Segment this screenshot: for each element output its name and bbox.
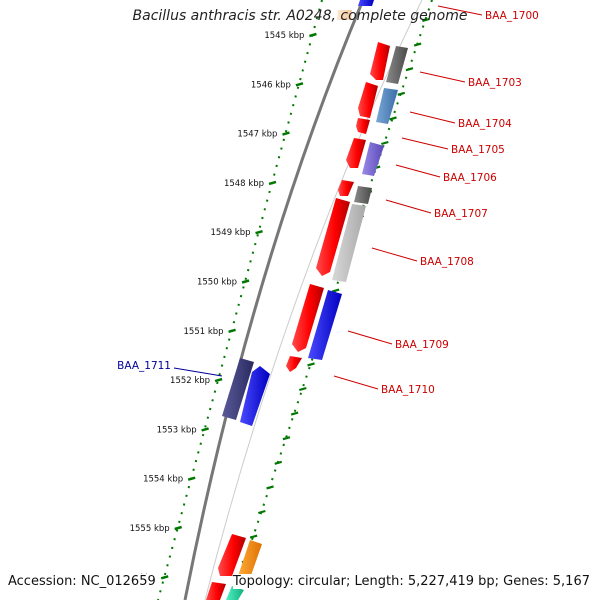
kbp-tick-label: 1547 kbp [237,130,277,140]
gene-leader-line [419,71,466,83]
gene-feature-red [346,138,366,168]
kbp-tick [241,279,250,284]
gene-feature-purple [362,142,384,176]
minor-tick [381,140,389,146]
gene-label-baa-1706[interactable]: BAA_1706 [443,172,497,184]
backbone-circle [183,0,365,600]
kbp-tick-label: 1554 kbp [143,475,183,485]
gene-feature-red-small [338,180,354,196]
gene-leader-line [371,247,418,262]
gene-label-baa-1711[interactable]: BAA_1711 [117,360,171,372]
kbp-tick-label: 1555 kbp [130,524,170,534]
kbp-tick-label: 1551 kbp [184,327,224,337]
backbone-outer-line [204,0,423,600]
kbp-tick [282,131,290,136]
gene-label-baa-1709[interactable]: BAA_1709 [395,339,449,351]
topology-text: Topology: circular; Length: 5,227,419 bp… [232,574,590,589]
minor-tick [422,17,430,23]
kbp-tick [295,82,304,87]
gene-feature-orange [236,540,262,584]
kbp-tick-label: 1553 kbp [157,425,197,435]
gene-leader-line [437,5,483,16]
gene-leader-line [173,367,223,377]
gene-feature-blue-long [308,290,342,360]
kbp-tick [255,229,263,235]
kbp-tick-label: 1550 kbp [197,278,237,288]
inner-dotted-guide [157,0,323,600]
gene-feature-red [370,42,390,80]
gene-feature-red-long [292,284,324,352]
kbp-tick-label: 1548 kbp [224,179,264,189]
minor-tick [405,67,414,72]
minor-tick [299,386,307,392]
gene-feature-gray [354,186,372,204]
kbp-tick [214,377,223,383]
minor-tick [266,485,274,490]
kbp-tick-label: 1552 kbp [170,376,210,386]
kbp-tick [268,180,277,186]
gene-feature-red-long [316,198,350,276]
kbp-tick [187,476,196,481]
gene-feature-navy [222,358,254,420]
minor-tick [249,534,258,539]
gene-label-baa-1708[interactable]: BAA_1708 [420,256,474,268]
kbp-tick-label: 1545 kbp [264,31,304,41]
gene-feature-blue-reverse [240,366,270,426]
kbp-tick-label: 1549 kbp [210,228,250,238]
gene-leader-line [333,375,379,390]
gene-label-baa-1707[interactable]: BAA_1707 [434,208,488,220]
minor-tick [258,509,266,515]
minor-tick [397,91,406,96]
kbp-tick [201,427,209,432]
gene-feature-red [358,82,378,118]
gene-leader-line [385,199,432,214]
gene-feature-gray [386,46,408,84]
gene-leader-line [409,111,456,124]
kbp-tick [160,575,169,580]
gene-feature-teal [226,586,244,600]
gene-feature-red [218,534,246,576]
gene-feature-red-small [356,118,370,134]
minor-tick [290,411,299,416]
gene-feature-lightgray-long [332,204,366,282]
kbp-tick [309,32,317,38]
gene-features[interactable] [206,0,408,600]
map-title: Bacillus anthracis str. A0248, complete … [132,8,468,24]
minor-tick [282,436,291,441]
gene-leader-line [395,164,441,178]
gene-label-baa-1703[interactable]: BAA_1703 [468,77,522,89]
minor-tick [413,42,422,47]
gene-label-baa-1710[interactable]: BAA_1710 [381,384,435,396]
minor-tick [307,362,315,367]
kbp-tick [228,328,236,334]
minor-tick [331,288,340,293]
gene-label-baa-1704[interactable]: BAA_1704 [458,118,512,130]
gene-feature-red-small [286,356,302,372]
minor-tick [274,460,283,465]
gene-label-baa-1705[interactable]: BAA_1705 [451,144,505,156]
gene-leader-line [347,330,393,345]
gene-label-baa-1700[interactable]: BAA_1700 [485,10,539,22]
kbp-tick [174,525,183,531]
accession-text: Accession: NC_012659 [8,574,156,589]
gene-leader-line [401,137,449,150]
tick-labels: 1545 kbp 1546 kbp 1547 kbp 1548 kbp 1549 kbp… [116,31,304,583]
gene-feature-steel [376,88,398,124]
gene-feature-red [206,582,226,600]
minor-tick [389,116,397,121]
gene-feature-peach [337,10,352,20]
gene-feature-blue-top [358,0,374,6]
kbp-tick-label: 1546 kbp [251,80,291,90]
gene-labels[interactable]: BAA_1700 BAA_1703 BAA_1704 BAA_1705 BAA_1706… [117,10,539,396]
label-leader-lines [173,5,483,390]
